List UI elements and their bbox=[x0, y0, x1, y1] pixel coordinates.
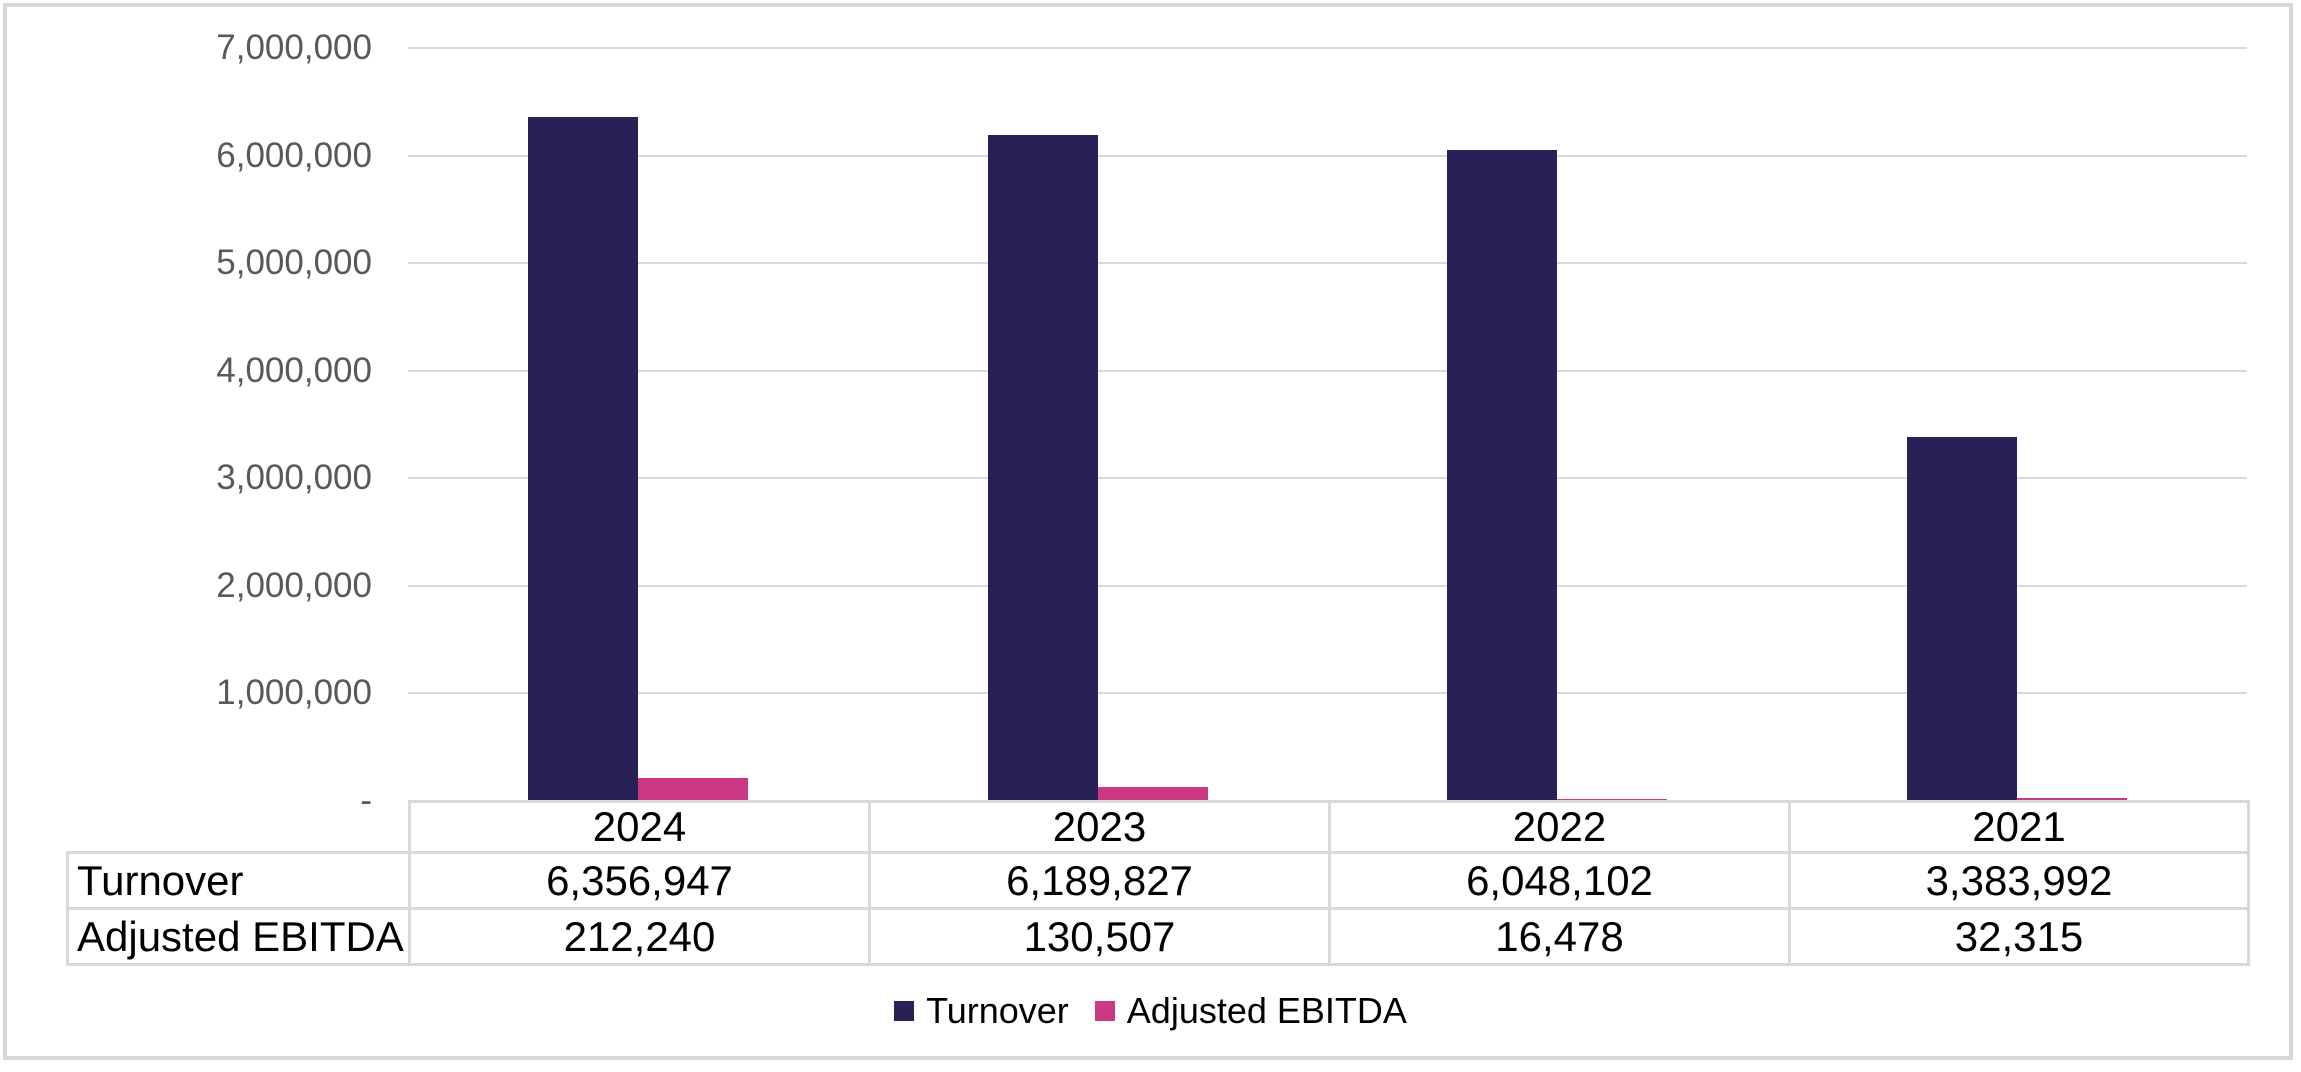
y-axis-label-6000000: 6,000,000 bbox=[216, 135, 372, 175]
chart-data-table: 2024 2023 2022 2021 Turnover 6,356,947 6,189,8… bbox=[66, 800, 2250, 966]
gridline-1000000 bbox=[408, 692, 2247, 695]
table-cell-turnover-2021: 3,383,992 bbox=[1788, 851, 2250, 910]
gridline-6000000 bbox=[408, 154, 2247, 157]
bar-adjusted-ebitda-2024 bbox=[637, 778, 748, 801]
gridline-5000000 bbox=[408, 262, 2247, 265]
y-axis-label-4000000: 4,000,000 bbox=[216, 350, 372, 390]
table-cell-turnover-2023: 6,189,827 bbox=[868, 851, 1331, 910]
table-cell-turnover-2024: 6,356,947 bbox=[408, 851, 871, 910]
gridline-4000000 bbox=[408, 369, 2247, 372]
legend: Turnover Adjusted EBITDA bbox=[0, 990, 2301, 1032]
table-header-2021: 2021 bbox=[1788, 800, 2250, 854]
table-header-2023: 2023 bbox=[868, 800, 1331, 854]
legend-swatch-icon-turnover bbox=[894, 1001, 915, 1021]
gridline-7000000 bbox=[408, 47, 2247, 49]
table-corner-empty bbox=[68, 802, 410, 853]
table-row-label-adjusted-ebitda: Adjusted EBITDA bbox=[66, 907, 411, 966]
table-cell-adjusted-ebitda-2021: 32,315 bbox=[1788, 907, 2250, 966]
gridline-2000000 bbox=[408, 584, 2247, 587]
table-row-adjusted-ebitda: Adjusted EBITDA 212,240 130,507 16,478 32,31… bbox=[66, 907, 2250, 966]
y-axis-label-3000000: 3,000,000 bbox=[216, 458, 372, 498]
bar-turnover-2021 bbox=[1907, 436, 2018, 801]
bar-turnover-2022 bbox=[1447, 150, 1558, 801]
bar-turnover-2024 bbox=[527, 117, 638, 801]
legend-label-turnover: Turnover bbox=[926, 990, 1069, 1031]
legend-swatch-icon-adjusted-ebitda bbox=[1094, 1001, 1115, 1021]
table-cell-adjusted-ebitda-2023: 130,507 bbox=[868, 907, 1331, 966]
table-cell-adjusted-ebitda-2022: 16,478 bbox=[1328, 907, 1791, 966]
table-cell-turnover-2022: 6,048,102 bbox=[1328, 851, 1791, 910]
y-axis-label-2000000: 2,000,000 bbox=[216, 565, 372, 605]
table-header-2024: 2024 bbox=[408, 800, 871, 854]
legend-label-adjusted-ebitda: Adjusted EBITDA bbox=[1126, 990, 1407, 1031]
y-axis-label-5000000: 5,000,000 bbox=[216, 243, 372, 283]
y-axis-label-0: - bbox=[360, 781, 372, 820]
bar-adjusted-ebitda-2021 bbox=[2017, 797, 2128, 801]
bar-adjusted-ebitda-2023 bbox=[1097, 786, 1208, 801]
y-axis-label-1000000: 1,000,000 bbox=[216, 673, 372, 713]
table-header-2022: 2022 bbox=[1328, 800, 1791, 854]
table-cell-adjusted-ebitda-2024: 212,240 bbox=[408, 907, 871, 966]
y-axis-label-7000000: 7,000,000 bbox=[216, 28, 372, 67]
legend-item-turnover: Turnover bbox=[894, 990, 1069, 1032]
legend-item-adjusted-ebitda: Adjusted EBITDA bbox=[1094, 990, 1407, 1032]
bar-turnover-2023 bbox=[987, 135, 1098, 801]
bar-adjusted-ebitda-2022 bbox=[1557, 799, 1668, 801]
table-row-turnover: Turnover 6,356,947 6,189,827 6,048,102 3,383… bbox=[66, 851, 2250, 910]
gridline-3000000 bbox=[408, 477, 2247, 480]
table-row-label-turnover: Turnover bbox=[66, 851, 411, 910]
